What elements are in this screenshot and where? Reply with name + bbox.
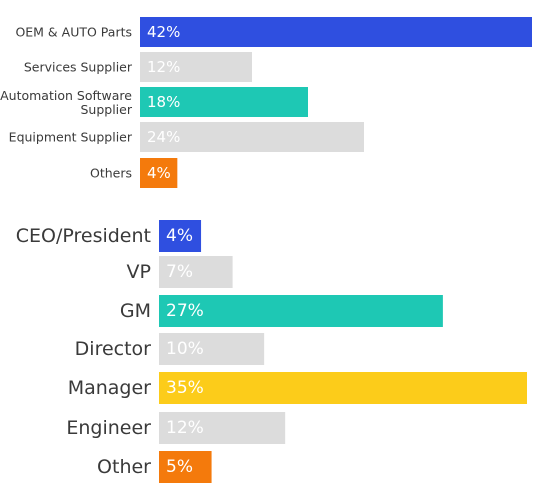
company-type-chart: OEM & AUTO Parts 42% Services Supplier 12% A…	[0, 17, 532, 188]
bar	[159, 451, 212, 483]
category-label: Services Supplier	[24, 60, 133, 75]
value-label: 4%	[147, 164, 171, 182]
bar	[140, 17, 532, 47]
category-label: Automation Software Supplier	[0, 88, 133, 117]
value-label: 35%	[166, 378, 204, 398]
bar	[159, 372, 527, 404]
category-label: VP	[127, 261, 151, 283]
category-label: Equipment Supplier	[9, 130, 133, 145]
bar	[159, 333, 265, 365]
category-label: Director	[75, 338, 152, 360]
category-label: GM	[120, 300, 151, 322]
value-label: 24%	[147, 128, 180, 146]
category-label: Other	[97, 456, 151, 478]
value-label: 5%	[166, 457, 193, 477]
bar	[140, 52, 252, 82]
value-label: 27%	[166, 301, 204, 321]
bar	[140, 122, 364, 152]
bar	[159, 412, 286, 444]
category-label: CEO/President	[16, 225, 151, 247]
bar	[140, 87, 308, 117]
value-label: 18%	[147, 93, 180, 111]
value-label: 10%	[166, 339, 204, 359]
bar	[140, 158, 178, 188]
value-label: 42%	[147, 23, 180, 41]
value-label: 4%	[166, 226, 193, 246]
job-title-chart: CEO/President 4% VP 7% GM 27% Director 10% Manag…	[16, 220, 527, 483]
bar	[159, 295, 443, 327]
category-label: Others	[90, 166, 132, 181]
value-label: 12%	[166, 418, 204, 438]
category-label: OEM & AUTO Parts	[15, 25, 132, 40]
bar	[159, 256, 233, 288]
category-label: Manager	[68, 377, 151, 399]
value-label: 7%	[166, 262, 193, 282]
bar	[159, 220, 202, 252]
value-label: 12%	[147, 58, 180, 76]
category-label: Engineer	[66, 417, 151, 439]
